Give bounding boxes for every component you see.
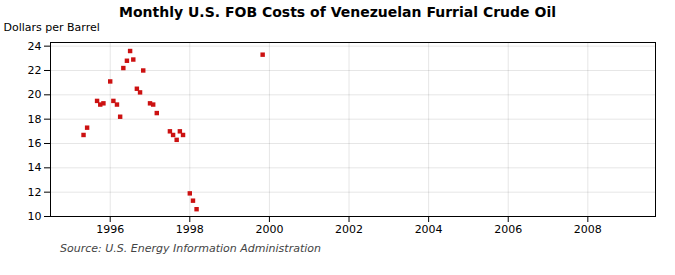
svg-text:1998: 1998 xyxy=(176,223,204,236)
svg-text:2004: 2004 xyxy=(415,223,443,236)
svg-text:2002: 2002 xyxy=(335,223,363,236)
svg-text:2000: 2000 xyxy=(255,223,283,236)
html-text:Monthly U.S. FOB Costs of Vene: Monthly U.S. FOB Costs of Venezuelan Fur… xyxy=(119,4,556,20)
html-text:Source: U.S. Energy Informatio: Source: U.S. Energy Information Administ… xyxy=(60,242,321,255)
svg-text:12: 12 xyxy=(28,186,42,199)
svg-text:14: 14 xyxy=(28,161,42,174)
svg-text:18: 18 xyxy=(28,113,42,126)
svg-text:Dollars per Barrel: Dollars per Barrel xyxy=(4,21,100,34)
svg-text:1996: 1996 xyxy=(96,223,124,236)
svg-text:10: 10 xyxy=(28,210,42,223)
svg-text:22: 22 xyxy=(28,64,42,77)
svg-text:2006: 2006 xyxy=(494,223,522,236)
svg-text:24: 24 xyxy=(28,40,42,53)
svg-text:20: 20 xyxy=(28,88,42,101)
svg-text:2008: 2008 xyxy=(574,223,602,236)
svg-text:16: 16 xyxy=(28,137,42,150)
